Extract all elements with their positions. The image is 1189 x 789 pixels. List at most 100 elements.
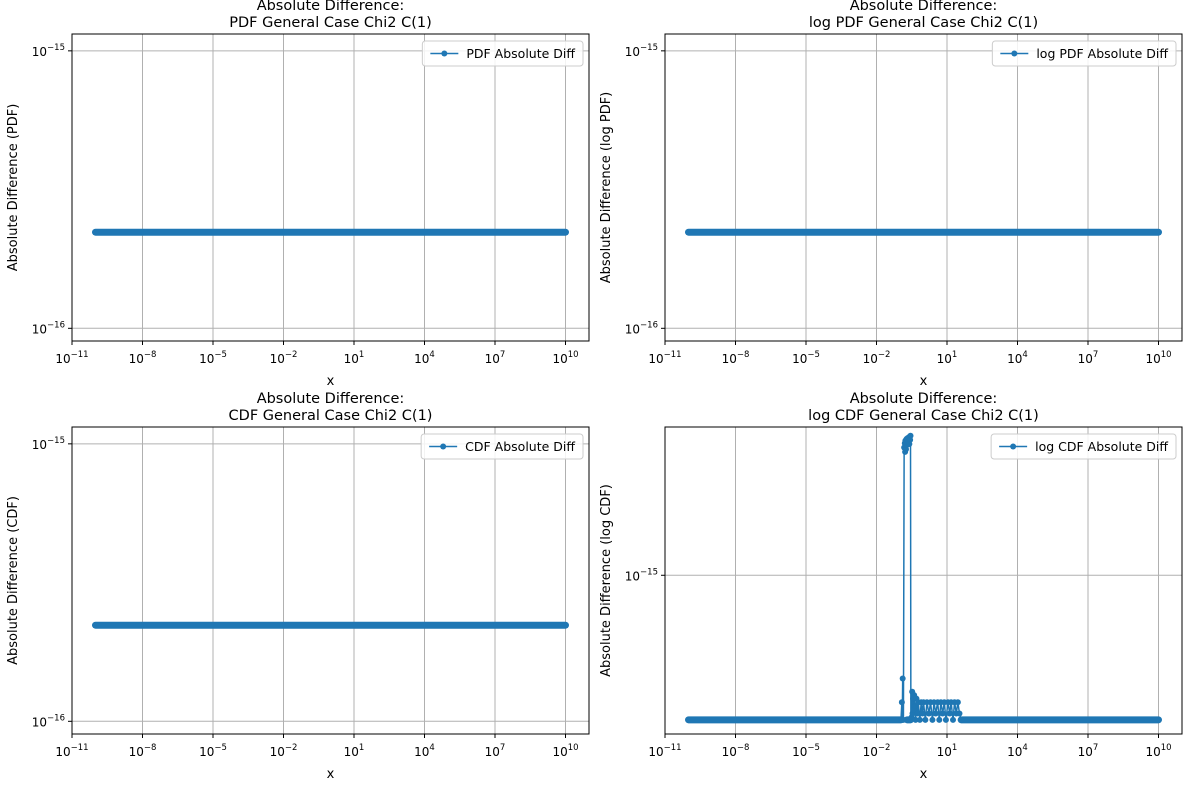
data-line [900, 435, 962, 721]
x-tick-label: 10−2 [863, 350, 891, 366]
data-point [922, 716, 929, 723]
axes-frame [664, 426, 1183, 735]
y-tick-label: 10−16 [32, 320, 65, 336]
x-tick-label: 10−5 [199, 743, 227, 759]
x-tick-label: 10−11 [55, 743, 88, 759]
subplot-4: 10−11 10−8 10−5 10−2 101 104 107 1010 10−15 Absol… [599, 391, 1183, 782]
y-tick-label: 10−15 [625, 567, 658, 583]
data-point [919, 710, 926, 717]
x-tick-label: 104 [414, 743, 435, 759]
legend-box [991, 40, 1177, 67]
data-point [936, 716, 943, 723]
subplot-3: 10−11 10−8 10−5 10−2 101 104 107 1010 10−16 10−15… [6, 391, 590, 782]
x-axis-label: x [327, 767, 335, 782]
x-tick-label: 10−2 [863, 743, 891, 759]
x-tick-label: 1010 [552, 743, 578, 759]
chart-title: log CDF General Case Chi2 C(1) [808, 408, 1039, 424]
legend-marker [1010, 443, 1017, 450]
data-point [900, 716, 907, 723]
data-point [914, 710, 921, 717]
legend-label: log CDF Absolute Diff [1035, 439, 1168, 454]
x-tick-label: 10−5 [792, 350, 820, 366]
legend-marker [441, 50, 448, 57]
x-tick-label: 104 [414, 350, 435, 366]
chart-title: Absolute Difference: [850, 391, 998, 407]
y-axis-label: Absolute Difference (PDF) [6, 104, 21, 272]
x-tick-label: 107 [1078, 743, 1099, 759]
legend-box [421, 40, 584, 67]
chart-title: Absolute Difference: [257, 0, 405, 14]
data-point [958, 716, 965, 723]
legend: PDF Absolute Diff [421, 40, 584, 67]
x-tick-label: 107 [1078, 350, 1099, 366]
legend-label: CDF Absolute Diff [465, 439, 575, 454]
data-point [912, 716, 919, 723]
y-tick-label: 10−16 [625, 320, 658, 336]
x-tick-label: 104 [1007, 350, 1028, 366]
series-4 [685, 432, 1162, 724]
data-point [939, 710, 946, 717]
x-tick-label: 10−8 [722, 743, 750, 759]
x-tick-label: 10−11 [648, 743, 681, 759]
y-tick-label: 10−15 [32, 43, 65, 59]
data-point [916, 716, 923, 723]
x-tick-label: 10−8 [722, 350, 750, 366]
x-tick-label: 10−2 [270, 350, 298, 366]
subplot-2: 10−11 10−8 10−5 10−2 101 104 107 1010 10−16 10−15… [599, 0, 1183, 389]
legend: log PDF Absolute Diff [991, 40, 1177, 67]
legend-box [420, 433, 584, 460]
axes-frame [664, 33, 1183, 342]
legend: log CDF Absolute Diff [990, 433, 1177, 460]
data-point [954, 699, 961, 706]
chart-title: Absolute Difference: [257, 391, 405, 407]
x-tick-label: 107 [485, 743, 506, 759]
x-tick-label: 101 [344, 743, 365, 759]
data-point [956, 710, 963, 717]
chart-title: Absolute Difference: [850, 0, 998, 14]
data-point [898, 699, 905, 706]
legend-box [990, 433, 1177, 460]
x-tick-label: 10−8 [129, 743, 157, 759]
data-point [899, 675, 906, 682]
axes-frame [71, 426, 590, 735]
x-tick-label: 1010 [1145, 350, 1171, 366]
data-point [949, 716, 956, 723]
x-tick-label: 1010 [552, 350, 578, 366]
data-point [942, 716, 949, 723]
x-axis-label: x [920, 374, 928, 389]
data-point [946, 710, 953, 717]
data-point [925, 710, 932, 717]
x-tick-label: 10−8 [129, 350, 157, 366]
x-tick-label: 10−5 [792, 743, 820, 759]
chart-title: PDF General Case Chi2 C(1) [229, 15, 432, 31]
legend-marker [440, 443, 447, 450]
chart-title: log PDF General Case Chi2 C(1) [809, 15, 1038, 31]
x-tick-label: 10−2 [270, 743, 298, 759]
data-point [929, 716, 936, 723]
legend-marker [1011, 50, 1018, 57]
data-point [907, 432, 914, 439]
legend-label: PDF Absolute Diff [466, 46, 575, 61]
y-axis-label: Absolute Difference (log CDF) [599, 484, 614, 677]
y-tick-label: 10−16 [32, 713, 65, 729]
x-tick-label: 107 [485, 350, 506, 366]
x-axis-label: x [920, 767, 928, 782]
data-point [932, 710, 939, 717]
x-tick-label: 101 [937, 743, 958, 759]
subplot-1: 10−11 10−8 10−5 10−2 101 104 107 1010 10−16 10−15… [6, 0, 590, 389]
y-tick-label: 10−15 [625, 43, 658, 59]
x-tick-label: 101 [937, 350, 958, 366]
y-tick-label: 10−15 [32, 436, 65, 452]
x-tick-label: 104 [1007, 743, 1028, 759]
x-tick-label: 10−11 [55, 350, 88, 366]
chart-title: CDF General Case Chi2 C(1) [229, 408, 433, 424]
legend: CDF Absolute Diff [420, 433, 584, 460]
x-tick-label: 101 [344, 350, 365, 366]
x-axis-label: x [327, 374, 335, 389]
y-axis-label: Absolute Difference (log PDF) [599, 92, 614, 284]
axes-frame [71, 33, 590, 342]
x-tick-label: 1010 [1145, 743, 1171, 759]
x-tick-label: 10−5 [199, 350, 227, 366]
legend-label: log PDF Absolute Diff [1036, 46, 1168, 61]
